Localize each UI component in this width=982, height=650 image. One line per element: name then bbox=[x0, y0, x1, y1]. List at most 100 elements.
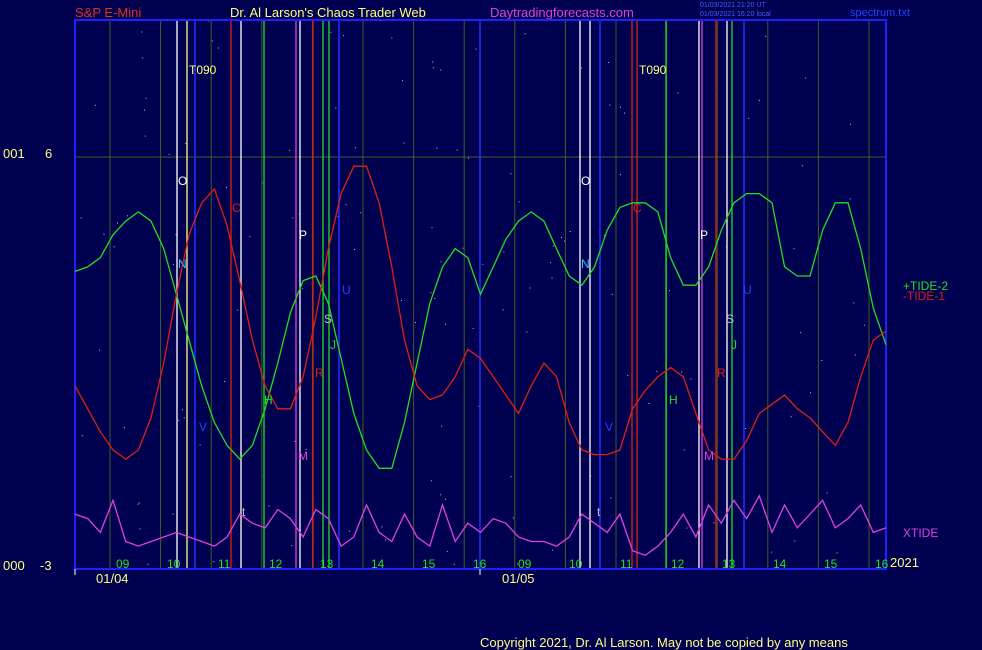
star-dot bbox=[291, 545, 293, 547]
star-dot bbox=[748, 117, 750, 119]
star-dot bbox=[354, 147, 356, 149]
event-marker-label: C bbox=[633, 201, 642, 215]
star-dot bbox=[181, 409, 183, 411]
star-dot bbox=[436, 147, 438, 149]
star-dot bbox=[391, 37, 393, 39]
event-marker-label: S bbox=[726, 312, 734, 326]
star-dot bbox=[826, 492, 828, 494]
star-dot bbox=[790, 416, 792, 418]
star-dot bbox=[610, 497, 612, 499]
star-dot bbox=[517, 563, 519, 565]
hour-label: 14 bbox=[371, 557, 385, 571]
star-dot bbox=[213, 561, 215, 563]
star-dot bbox=[849, 198, 851, 200]
star-dot bbox=[758, 99, 760, 101]
star-dot bbox=[343, 35, 345, 37]
star-dot bbox=[472, 327, 474, 329]
event-marker-label: O bbox=[581, 174, 590, 188]
xtide-line bbox=[74, 494, 887, 557]
star-dot bbox=[98, 349, 100, 351]
star-dot bbox=[268, 505, 270, 507]
star-dot bbox=[144, 135, 146, 137]
star-dot bbox=[850, 123, 852, 125]
star-dot bbox=[619, 174, 621, 176]
star-dot bbox=[810, 392, 812, 394]
star-dot bbox=[139, 528, 141, 530]
star-dot bbox=[854, 354, 856, 356]
star-dot bbox=[608, 62, 610, 63]
timestamp-ut: 01/03/2021 21:20 UT bbox=[700, 2, 766, 9]
star-dot bbox=[456, 149, 458, 151]
star-dot bbox=[385, 539, 386, 541]
star-dot bbox=[453, 563, 455, 565]
star-dot bbox=[524, 33, 526, 35]
star-dot bbox=[289, 149, 291, 151]
star-dot bbox=[330, 31, 332, 33]
star-dot bbox=[439, 494, 441, 496]
star-dot bbox=[561, 237, 562, 239]
site-title: Dr. Al Larson's Chaos Trader Web bbox=[230, 5, 426, 20]
star-dot bbox=[147, 563, 149, 565]
star-dot bbox=[403, 142, 405, 144]
y-bottom-value: -3 bbox=[40, 558, 52, 573]
hour-label: 11 bbox=[218, 557, 231, 571]
star-dot bbox=[564, 240, 565, 242]
event-marker-label: C bbox=[232, 201, 241, 215]
event-marker-label: N bbox=[178, 257, 187, 271]
event-marker-label: V bbox=[199, 420, 207, 434]
star-dot bbox=[468, 157, 470, 159]
star-dot bbox=[552, 549, 554, 551]
star-dot bbox=[503, 251, 505, 253]
star-dot bbox=[620, 106, 621, 108]
star-dot bbox=[690, 378, 692, 380]
star-dot bbox=[294, 440, 296, 442]
tide2-line bbox=[74, 192, 887, 469]
star-dot bbox=[124, 427, 126, 429]
star-dot bbox=[335, 107, 337, 109]
event-marker-label: M bbox=[298, 449, 308, 463]
event-marker-label: U bbox=[342, 283, 351, 297]
star-dot bbox=[175, 234, 177, 236]
event-marker-label: H bbox=[669, 393, 678, 407]
star-dot bbox=[800, 332, 802, 334]
star-dot bbox=[526, 331, 528, 333]
star-dot bbox=[103, 233, 105, 235]
star-dot bbox=[441, 425, 443, 427]
event-marker-label: J bbox=[330, 338, 336, 352]
hour-label: 12 bbox=[269, 557, 283, 571]
event-marker-label: P bbox=[700, 228, 708, 242]
event-marker-label: M bbox=[704, 449, 714, 463]
star-dot bbox=[793, 248, 795, 250]
event-marker-label: S bbox=[324, 312, 332, 326]
site-url[interactable]: Daytradingforecasts.com bbox=[490, 5, 634, 20]
star-dot bbox=[512, 517, 514, 519]
star-dot bbox=[434, 298, 436, 299]
star-dot bbox=[224, 381, 226, 382]
star-dot bbox=[478, 405, 480, 407]
star-dot bbox=[551, 277, 553, 279]
star-dot bbox=[432, 61, 434, 63]
star-dot bbox=[686, 527, 688, 529]
star-dot bbox=[81, 435, 83, 437]
data-file: spectrum.txt bbox=[850, 7, 910, 19]
hour-label: 13 bbox=[320, 557, 334, 571]
star-dot bbox=[145, 97, 147, 99]
hour-label: 10 bbox=[167, 557, 181, 571]
event-marker-label: H bbox=[264, 393, 273, 407]
copyright: Copyright 2021, Dr. Al Larson. May not b… bbox=[480, 635, 848, 650]
hour-label: 16 bbox=[473, 557, 487, 571]
star-dot bbox=[80, 217, 82, 219]
hour-label: 12 bbox=[671, 557, 685, 571]
star-dot bbox=[604, 234, 605, 236]
star-dot bbox=[141, 31, 143, 33]
star-dot bbox=[609, 104, 611, 106]
event-marker-label: t bbox=[242, 505, 246, 519]
star-dot bbox=[681, 371, 683, 373]
star-dot bbox=[550, 262, 552, 264]
star-dot bbox=[249, 236, 251, 238]
star-dot bbox=[765, 35, 767, 37]
star-dot bbox=[581, 67, 583, 69]
star-dot bbox=[237, 309, 239, 311]
timestamp-local: 01/03/2021 16:20 local bbox=[700, 11, 771, 18]
